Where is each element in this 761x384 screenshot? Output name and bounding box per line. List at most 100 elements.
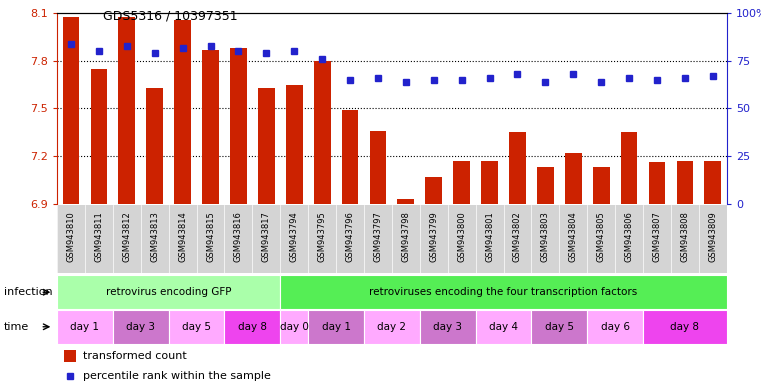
Text: GSM943807: GSM943807	[652, 211, 661, 262]
Text: day 5: day 5	[545, 322, 574, 332]
Bar	[531, 205, 559, 273]
Bar	[230, 48, 247, 204]
Text: GSM943814: GSM943814	[178, 211, 187, 262]
Text: transformed count: transformed count	[82, 351, 186, 361]
Bar	[280, 205, 308, 273]
Text: GSM943796: GSM943796	[345, 211, 355, 262]
Text: GSM943795: GSM943795	[317, 211, 326, 262]
Text: day 8: day 8	[670, 322, 699, 332]
Bar	[85, 205, 113, 273]
Text: GSM943797: GSM943797	[374, 211, 383, 262]
Text: day 1: day 1	[71, 322, 100, 332]
Bar	[447, 205, 476, 273]
Text: GSM943815: GSM943815	[206, 211, 215, 262]
Bar	[481, 161, 498, 204]
Text: GSM943813: GSM943813	[150, 211, 159, 262]
Bar	[308, 205, 336, 273]
Bar	[64, 350, 76, 362]
Bar	[280, 310, 308, 344]
Text: GSM943810: GSM943810	[66, 211, 75, 262]
Bar	[420, 310, 476, 344]
Text: day 2: day 2	[377, 322, 406, 332]
Text: GSM943812: GSM943812	[123, 211, 132, 262]
Text: GSM943809: GSM943809	[708, 211, 718, 262]
Text: day 6: day 6	[600, 322, 629, 332]
Bar	[705, 161, 721, 204]
Bar	[57, 310, 113, 344]
Text: GSM943798: GSM943798	[401, 211, 410, 262]
Bar	[648, 162, 665, 204]
Text: infection: infection	[4, 287, 53, 297]
Text: GSM943801: GSM943801	[485, 211, 494, 262]
Bar	[174, 20, 191, 204]
Bar	[336, 205, 364, 273]
Text: GSM943803: GSM943803	[541, 211, 550, 262]
Bar	[202, 50, 219, 204]
Bar	[537, 167, 554, 204]
Bar	[62, 17, 79, 204]
Bar	[699, 205, 727, 273]
Text: GDS5316 / 10397351: GDS5316 / 10397351	[103, 10, 237, 23]
Bar	[531, 310, 587, 344]
Text: GSM943804: GSM943804	[568, 211, 578, 262]
Bar	[392, 205, 420, 273]
Bar	[370, 131, 387, 204]
Bar	[314, 61, 330, 204]
Text: day 0: day 0	[280, 322, 309, 332]
Text: GSM943805: GSM943805	[597, 211, 606, 262]
Text: GSM943800: GSM943800	[457, 211, 466, 262]
Bar	[57, 275, 280, 309]
Text: retrovirus encoding GFP: retrovirus encoding GFP	[106, 287, 231, 297]
Text: day 4: day 4	[489, 322, 518, 332]
Text: GSM943806: GSM943806	[625, 211, 634, 262]
Text: GSM943802: GSM943802	[513, 211, 522, 262]
Text: time: time	[4, 322, 29, 332]
Bar	[57, 205, 85, 273]
Bar	[141, 205, 169, 273]
Bar	[364, 310, 420, 344]
Text: percentile rank within the sample: percentile rank within the sample	[82, 371, 270, 381]
Bar	[113, 310, 169, 344]
Bar	[146, 88, 163, 204]
Bar	[476, 310, 531, 344]
Text: GSM943799: GSM943799	[429, 211, 438, 262]
Bar	[420, 205, 447, 273]
Bar	[643, 310, 727, 344]
Bar	[559, 205, 587, 273]
Bar	[593, 167, 610, 204]
Bar	[113, 205, 141, 273]
Text: day 8: day 8	[238, 322, 267, 332]
Text: GSM943794: GSM943794	[290, 211, 299, 262]
Bar	[196, 205, 224, 273]
Bar	[286, 85, 303, 204]
Text: day 1: day 1	[322, 322, 351, 332]
Text: GSM943808: GSM943808	[680, 211, 689, 262]
Bar	[643, 205, 671, 273]
Bar	[615, 205, 643, 273]
Bar	[565, 153, 581, 204]
Bar	[425, 177, 442, 204]
Text: day 3: day 3	[433, 322, 462, 332]
Text: day 3: day 3	[126, 322, 155, 332]
Bar	[342, 110, 358, 204]
Bar	[621, 132, 638, 204]
Text: retroviruses encoding the four transcription factors: retroviruses encoding the four transcrip…	[369, 287, 638, 297]
Text: GSM943816: GSM943816	[234, 211, 243, 262]
Text: GSM943817: GSM943817	[262, 211, 271, 262]
Bar	[509, 132, 526, 204]
Bar	[253, 205, 280, 273]
Bar	[258, 88, 275, 204]
Bar	[364, 205, 392, 273]
Bar	[224, 205, 253, 273]
Bar	[587, 310, 643, 344]
Bar	[91, 69, 107, 204]
Bar	[280, 275, 727, 309]
Bar	[677, 161, 693, 204]
Bar	[224, 310, 280, 344]
Bar	[671, 205, 699, 273]
Bar	[476, 205, 504, 273]
Bar	[169, 310, 224, 344]
Bar	[504, 205, 531, 273]
Bar	[119, 17, 135, 204]
Bar	[454, 161, 470, 204]
